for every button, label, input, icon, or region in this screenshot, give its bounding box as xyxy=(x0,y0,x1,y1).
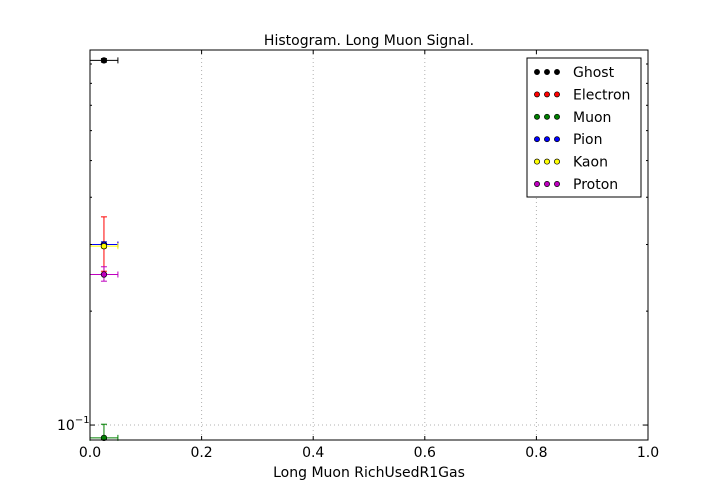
legend-marker-kaon xyxy=(554,158,560,165)
legend-marker-proton xyxy=(534,181,540,187)
x-tick-label: 1.0 xyxy=(637,445,659,461)
legend-marker-proton xyxy=(554,181,560,187)
legend: Ghost Electron Muon Pion Kaon Proton xyxy=(526,57,642,198)
legend-marker-muon xyxy=(544,113,550,120)
legend-marker-ghost xyxy=(544,69,550,75)
x-axis-label: Long Muon RichUsedR1Gas xyxy=(273,465,465,481)
y-axis-ticks: 10−1 xyxy=(57,63,648,434)
data-point-muon xyxy=(100,434,108,442)
legend-marker-muon xyxy=(534,113,540,120)
legend-marker-kaon xyxy=(544,158,550,165)
x-tick-label: 0.4 xyxy=(302,445,324,461)
data-point-proton xyxy=(100,271,108,278)
legend-box xyxy=(526,57,642,198)
legend-marker-ghost xyxy=(534,69,540,75)
x-tick-label: 0.2 xyxy=(190,445,212,461)
legend-marker-electron xyxy=(534,91,540,98)
x-tick-label: 0.6 xyxy=(414,445,436,461)
y-tick-label: 10−1 xyxy=(57,415,90,434)
legend-marker-electron xyxy=(544,91,550,98)
y-tick-label-exponent: −1 xyxy=(75,415,90,426)
legend-label-proton: Proton xyxy=(573,177,618,193)
legend-marker-ghost xyxy=(554,69,560,75)
legend-label-muon: Muon xyxy=(573,110,611,126)
legend-label-kaon: Kaon xyxy=(573,155,608,171)
x-tick-label: 0.0 xyxy=(79,445,101,461)
y-tick-label-base: 10 xyxy=(57,418,75,434)
legend-marker-pion xyxy=(534,136,540,143)
legend-label-ghost: Ghost xyxy=(573,65,615,81)
legend-marker-muon xyxy=(554,113,560,120)
legend-label-electron: Electron xyxy=(573,87,630,103)
legend-label-pion: Pion xyxy=(573,132,602,148)
data-point-ghost xyxy=(100,57,108,64)
legend-marker-pion xyxy=(544,136,550,143)
chart-title: Histogram. Long Muon Signal. xyxy=(264,33,474,49)
x-tick-label: 0.8 xyxy=(525,445,547,461)
data-points xyxy=(100,57,108,442)
legend-marker-proton xyxy=(544,181,550,187)
legend-marker-kaon xyxy=(534,158,540,165)
data-point-kaon xyxy=(100,243,108,250)
legend-marker-electron xyxy=(554,91,560,98)
x-axis-ticks: 0.0 0.2 0.4 0.6 0.8 1.0 xyxy=(79,50,659,461)
legend-marker-pion xyxy=(554,136,560,143)
